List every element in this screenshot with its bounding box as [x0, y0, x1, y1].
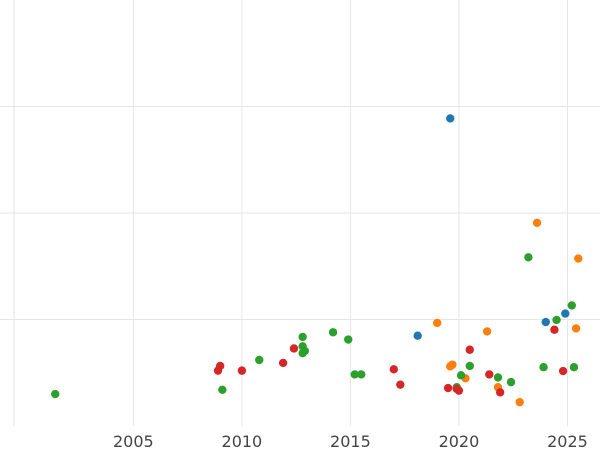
x-tick-label: 2025: [547, 432, 588, 450]
data-point: [541, 317, 550, 327]
data-point: [567, 301, 576, 310]
data-point: [278, 358, 288, 368]
data-point: [328, 328, 338, 337]
data-point: [396, 380, 405, 389]
data-point: [493, 373, 503, 382]
data-point: [465, 361, 474, 371]
x-tick-label: 2015: [330, 432, 371, 450]
data-point: [550, 325, 559, 334]
data-point: [465, 345, 474, 354]
data-point: [357, 370, 366, 379]
data-point: [571, 324, 581, 333]
data-point: [532, 218, 542, 227]
data-point: [569, 363, 579, 372]
data-point: [448, 360, 457, 369]
grid-layer: [0, 0, 600, 426]
data-point: [413, 331, 422, 340]
data-point: [389, 365, 399, 374]
data-point: [255, 355, 264, 365]
data-point: [485, 370, 494, 379]
data-point: [289, 344, 299, 353]
data-point: [561, 309, 570, 318]
data-point: [524, 253, 533, 262]
data-point: [443, 383, 453, 393]
data-point: [350, 370, 359, 379]
data-point: [558, 366, 568, 376]
data-point: [344, 335, 353, 344]
data-point: [515, 397, 524, 407]
x-tick-label: 2005: [113, 432, 154, 450]
data-point: [456, 371, 466, 380]
data-point: [51, 389, 60, 399]
x-tick-label: 2010: [222, 432, 263, 450]
data-point: [446, 114, 455, 123]
data-point: [237, 366, 247, 375]
data-point: [506, 377, 516, 387]
data-point: [433, 318, 442, 328]
data-point: [298, 332, 307, 342]
data-point: [300, 346, 310, 356]
points-layer: [51, 114, 583, 407]
data-point: [495, 388, 505, 397]
data-point: [215, 361, 225, 371]
data-point: [218, 385, 227, 394]
data-point: [539, 363, 548, 372]
x-tick-labels: 2005 2010 2015 2020 2025: [113, 432, 588, 450]
x-tick-label: 2020: [439, 432, 480, 450]
data-point: [454, 386, 464, 395]
data-point: [574, 254, 583, 263]
data-point: [552, 315, 561, 325]
data-point: [482, 327, 492, 336]
